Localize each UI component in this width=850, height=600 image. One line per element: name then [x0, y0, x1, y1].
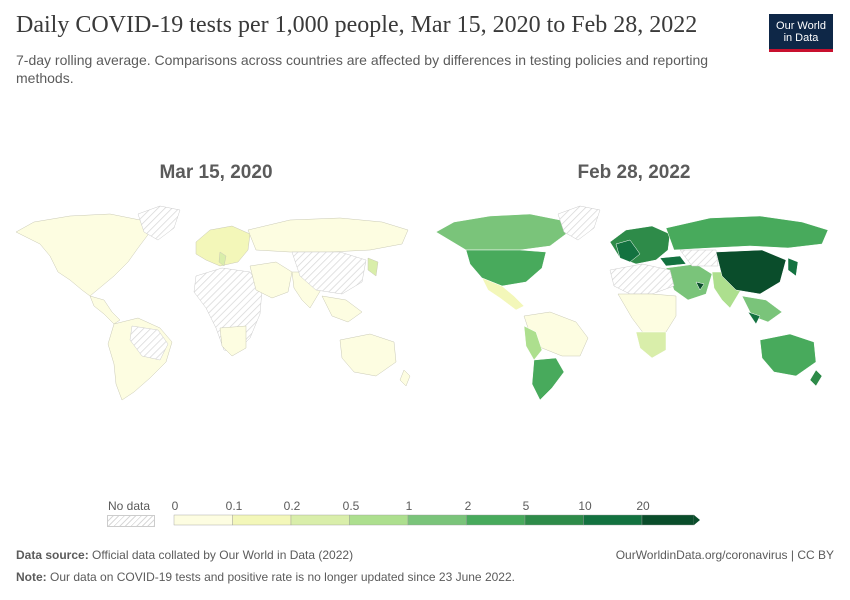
region-malaysia-singapore	[747, 311, 761, 325]
region-canada	[435, 213, 567, 251]
region-greenland	[137, 205, 181, 241]
world-map-mar-2020[interactable]	[10, 200, 415, 410]
region-europe	[195, 225, 251, 267]
footer-note: Note: Our data on COVID-19 tests and pos…	[16, 570, 515, 584]
footer-source-text: Official data collated by Our World in D…	[92, 548, 354, 562]
region-chile-argentina	[531, 357, 565, 401]
region-turkey	[659, 255, 687, 267]
region-korea-japan	[787, 257, 799, 277]
footer-source: Data source: Official data collated by O…	[16, 548, 353, 562]
region-east-asia	[291, 251, 367, 295]
region-australia	[759, 333, 817, 377]
footer-source-label: Data source:	[16, 548, 89, 562]
region-southern-africa	[219, 325, 247, 357]
region-usa	[465, 249, 547, 287]
region-korea-japan	[367, 257, 379, 277]
region-southeast-asia	[741, 295, 783, 323]
region-mexico	[481, 277, 525, 311]
legend-swatch-8[interactable]	[641, 514, 695, 526]
region-peru-bolivia	[523, 325, 543, 361]
region-china	[715, 249, 787, 295]
owid-logo[interactable]: Our World in Data	[769, 14, 833, 52]
legend-swatch-7[interactable]	[583, 514, 643, 526]
legend-swatch-1[interactable]	[232, 514, 292, 526]
legend-swatch-5[interactable]	[466, 514, 526, 526]
region-italy	[218, 251, 227, 267]
region-western-europe	[615, 239, 641, 263]
legend-tick-7: 10	[578, 499, 592, 513]
footer-link[interactable]: OurWorldinData.org/coronavirus | CC BY	[615, 548, 834, 562]
legend-tick-3: 0.5	[342, 499, 360, 513]
legend-swatch-2[interactable]	[290, 514, 350, 526]
legend-swatch-3[interactable]	[349, 514, 409, 526]
footer-note-label: Note:	[16, 570, 47, 584]
region-new-zealand	[399, 369, 411, 387]
region-middle-east	[249, 261, 293, 299]
region-central-africa	[617, 293, 677, 335]
chart-title: Daily COVID-19 tests per 1,000 people, M…	[16, 12, 698, 38]
region-greenland	[557, 205, 601, 241]
footer-note-text: Our data on COVID-19 tests and positive …	[50, 570, 515, 584]
map-date-right: Feb 28, 2022	[577, 162, 691, 183]
region-north-america	[15, 213, 151, 297]
legend-swatch-4[interactable]	[407, 514, 467, 526]
region-new-zealand	[809, 369, 823, 387]
logo-line-2: in Data	[783, 32, 819, 44]
region-central-america	[89, 295, 121, 325]
region-north-asia	[247, 217, 409, 253]
legend-swatch-0[interactable]	[173, 514, 233, 526]
region-australia	[339, 333, 397, 377]
region-southeast-asia	[321, 295, 363, 323]
legend-tick-1: 0.1	[225, 499, 243, 513]
region-north-africa	[609, 263, 675, 295]
legend-no-data-label: No data	[108, 499, 151, 513]
region-brazil-nodata	[129, 325, 169, 361]
region-russia	[665, 215, 829, 251]
legend-tick-2: 0.2	[283, 499, 301, 513]
legend-tick-8: 20	[636, 499, 650, 513]
chart-subtitle: 7-day rolling average. Comparisons acros…	[16, 52, 709, 86]
map-date-left: Mar 15, 2020	[159, 162, 273, 183]
legend-swatch-6[interactable]	[524, 514, 584, 526]
legend-color-bar	[173, 514, 700, 526]
region-uae	[695, 281, 705, 291]
world-map-feb-2022[interactable]	[430, 200, 835, 410]
legend-tick-0: 0	[171, 499, 179, 513]
legend-no-data-swatch	[107, 515, 155, 527]
legend-arrow-tip	[694, 515, 700, 525]
legend-tick-5: 2	[464, 499, 472, 513]
logo-line-1: Our World	[776, 20, 826, 32]
legend-tick-4: 1	[405, 499, 413, 513]
legend-tick-6: 5	[522, 499, 530, 513]
region-southern-africa	[635, 331, 667, 359]
region-central-asia	[679, 249, 719, 267]
